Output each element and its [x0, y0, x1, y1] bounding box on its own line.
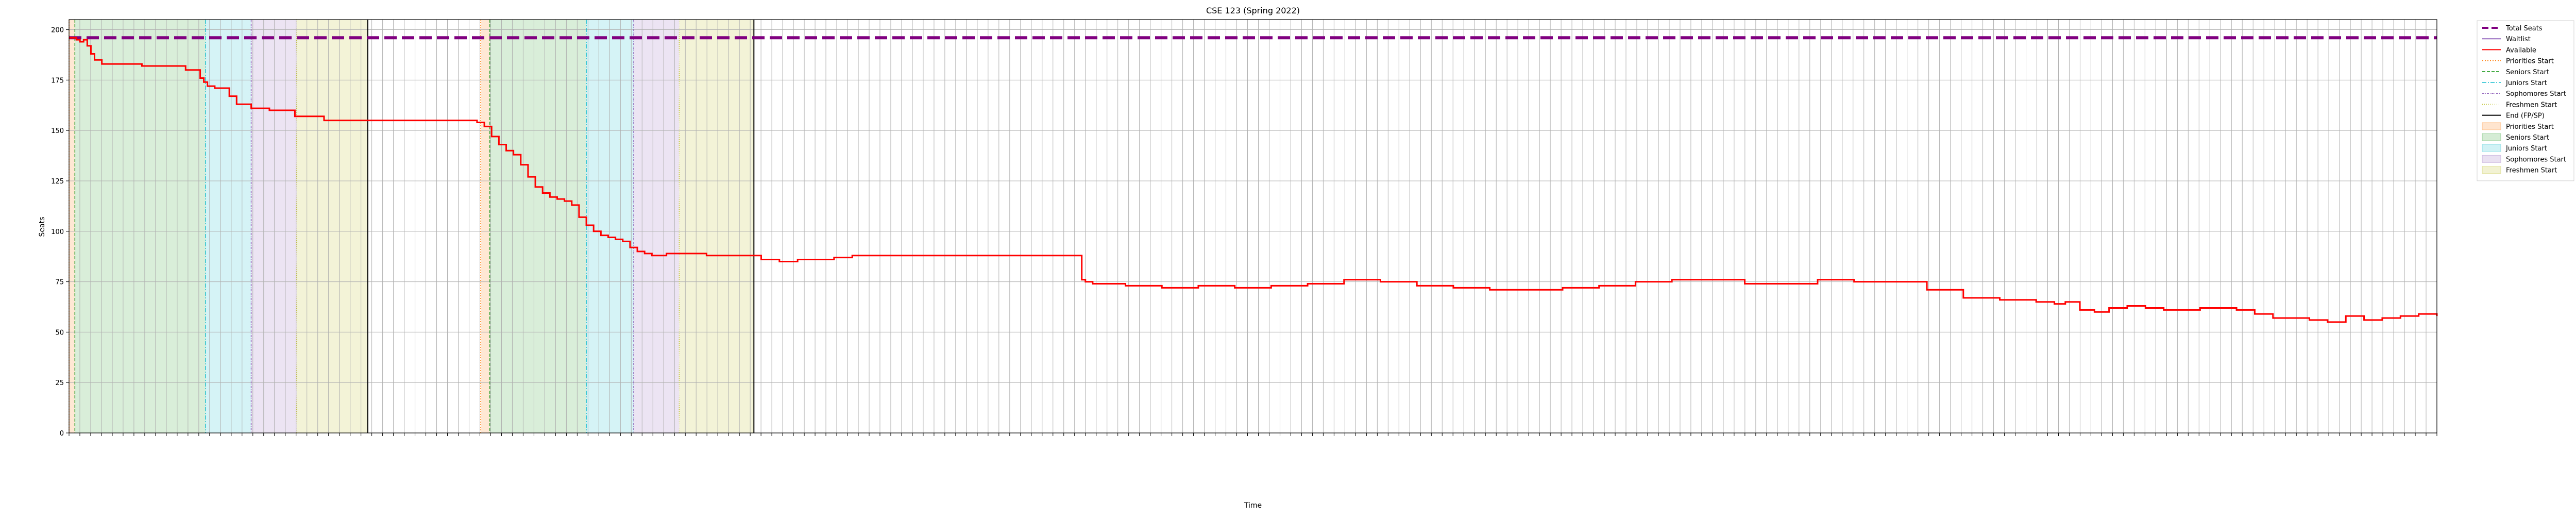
y-tick-label-175: 175: [51, 77, 64, 85]
plot-frame: [69, 19, 2437, 433]
span-seniors-2: [489, 20, 587, 433]
span-seniors-1: [75, 20, 206, 433]
y-tick-label-25: 25: [55, 379, 64, 387]
y-tick-label-200: 200: [51, 27, 64, 35]
legend-entry-6: Sophomores Start: [2482, 90, 2566, 98]
legend-entry-4: Seniors Start: [2482, 69, 2549, 76]
span-freshmen-1: [296, 20, 368, 433]
legend-label-7: Freshmen Start: [2506, 101, 2557, 109]
legend-entry-9: Priorities Start: [2482, 122, 2554, 131]
legend-entry-3: Priorities Start: [2482, 58, 2554, 65]
legend-label-13: Freshmen Start: [2506, 167, 2557, 175]
legend-label-1: Waitlist: [2506, 36, 2531, 43]
legend-label-8: End (FP/SP): [2506, 112, 2545, 120]
available-seats-line: [69, 37, 2438, 323]
legend-entry-2: Available: [2482, 46, 2536, 54]
y-tick-label-0: 0: [60, 430, 64, 438]
legend-label-11: Juniors Start: [2505, 145, 2547, 153]
y-tick-label-50: 50: [55, 329, 64, 337]
enrollment-spans: [69, 20, 754, 433]
legend-swatch-13: [2482, 166, 2501, 174]
legend-label-12: Sophomores Start: [2506, 156, 2566, 163]
y-axis-label: Seats: [38, 217, 46, 237]
legend-entry-10: Seniors Start: [2482, 133, 2549, 142]
y-tick-label-75: 75: [55, 279, 64, 287]
y-tick-label-125: 125: [51, 178, 64, 186]
x-axis-label: Time: [1244, 502, 1262, 510]
span-freshmen-2: [679, 20, 754, 433]
span-priorities-2: [480, 20, 490, 433]
legend-label-10: Seniors Start: [2506, 134, 2549, 142]
legend-swatch-9: [2482, 122, 2501, 130]
legend-label-3: Priorities Start: [2506, 58, 2554, 65]
period-start-lines: [69, 20, 755, 433]
series: [69, 36, 2438, 323]
grid: [69, 20, 2437, 433]
legend-label-9: Priorities Start: [2506, 123, 2554, 131]
legend-entry-1: Waitlist: [2482, 36, 2531, 43]
legend: Total Seats Waitlist Available Priorities S…: [2477, 20, 2574, 181]
span-sophomores-1: [251, 20, 297, 433]
legend-entry-0: Total Seats: [2482, 25, 2543, 32]
legend-entry-11: Juniors Start: [2482, 144, 2547, 153]
legend-label-4: Seniors Start: [2506, 69, 2549, 76]
legend-entry-7: Freshmen Start: [2482, 101, 2557, 109]
span-sophomores-2: [633, 20, 680, 433]
y-tick-label-100: 100: [51, 228, 64, 236]
legend-label-0: Total Seats: [2505, 25, 2543, 32]
legend-entry-5: Juniors Start: [2482, 79, 2547, 87]
legend-entry-13: Freshmen Start: [2482, 166, 2557, 175]
legend-swatch-12: [2482, 155, 2501, 163]
legend-entry-12: Sophomores Start: [2482, 155, 2566, 163]
legend-label-2: Available: [2506, 46, 2536, 54]
span-juniors-1: [206, 20, 251, 433]
legend-label-6: Sophomores Start: [2506, 90, 2566, 98]
legend-label-5: Juniors Start: [2505, 79, 2547, 87]
span-priorities-1: [69, 20, 75, 433]
legend-entry-8: End (FP/SP): [2482, 112, 2545, 120]
chart-title: CSE 123 (Spring 2022): [1206, 6, 1300, 15]
legend-swatch-10: [2482, 133, 2501, 141]
legend-box: [2477, 20, 2574, 181]
y-tick-label-150: 150: [51, 127, 64, 135]
axes: 0 25 50 75 100 125 150 175 200: [51, 19, 2437, 438]
legend-swatch-11: [2482, 144, 2501, 152]
